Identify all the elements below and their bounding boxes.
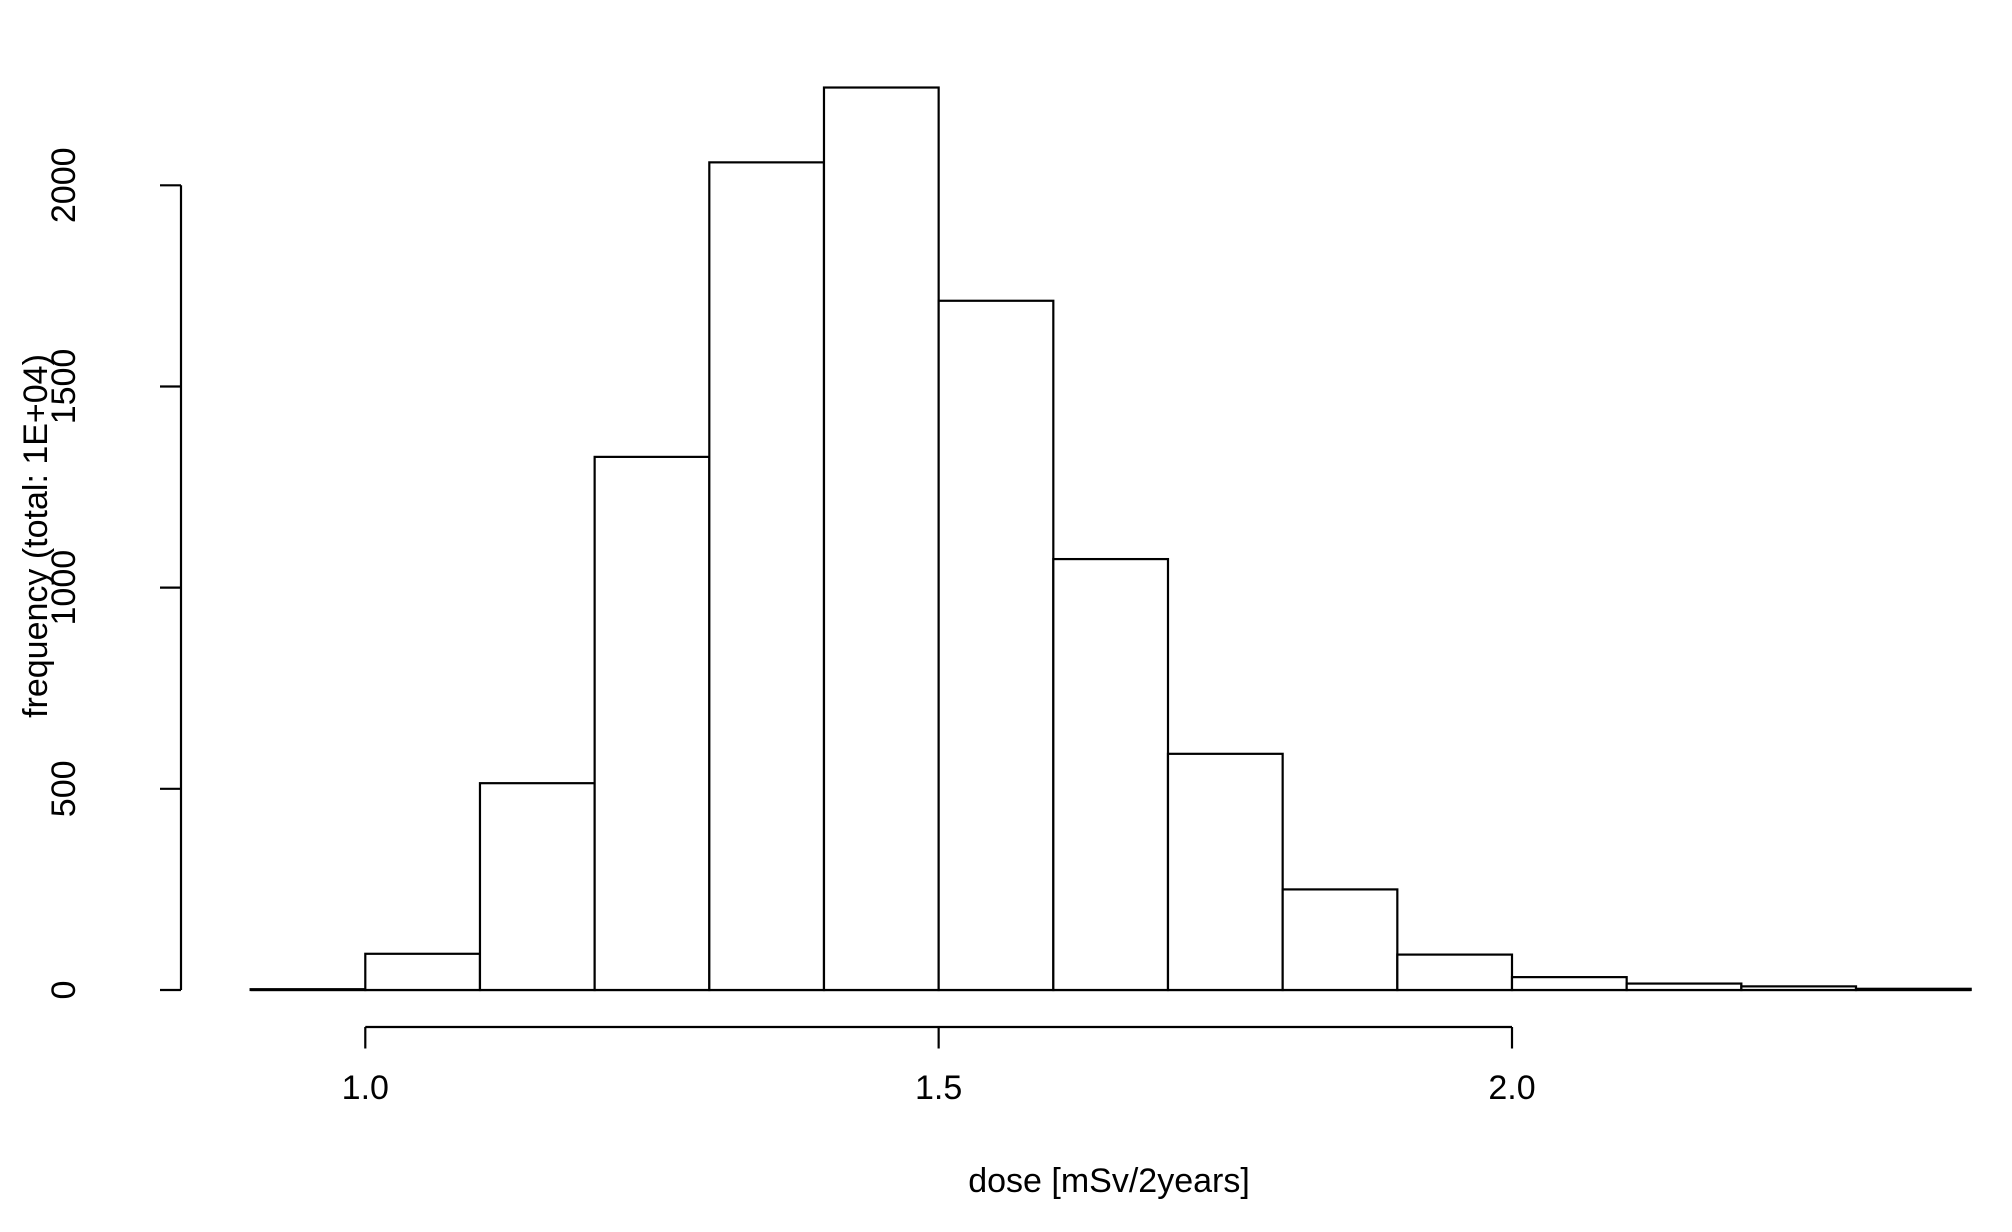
histogram-bar <box>364 952 482 992</box>
histogram-bar <box>1166 752 1284 992</box>
histogram-bar <box>478 782 596 992</box>
histogram-bar <box>1396 953 1514 992</box>
x-axis-title: dose [mSv/2years] <box>968 1162 1250 1200</box>
histogram-bar <box>1052 557 1170 992</box>
histogram-bar <box>1740 985 1858 992</box>
y-tick-label: 1500 <box>45 349 83 425</box>
y-tick-label: 2000 <box>45 147 83 223</box>
histogram-bar <box>708 161 826 992</box>
histogram-bar <box>249 988 367 992</box>
histogram-bar <box>1625 982 1743 992</box>
x-tick-label: 1.0 <box>342 1069 389 1107</box>
histogram-bar <box>1281 888 1399 992</box>
y-axis: 0 500 1000 1500 2000 <box>45 147 183 1000</box>
y-tick-label: 500 <box>45 760 83 817</box>
y-tick-label: 0 <box>45 981 83 1000</box>
x-tick-label: 1.5 <box>915 1069 962 1107</box>
histogram-bar <box>593 455 711 992</box>
histogram-bar <box>822 86 940 992</box>
x-axis: 1.0 1.5 2.0 <box>342 1025 1536 1107</box>
histogram-bar <box>937 299 1055 992</box>
histogram-bars <box>249 86 1972 992</box>
x-tick-label: 2.0 <box>1488 1069 1535 1107</box>
histogram-bar <box>1510 976 1628 992</box>
y-tick-label: 1000 <box>45 550 83 626</box>
histogram-bar <box>1854 987 1972 992</box>
y-axis-title: frequency (total: 1E+04) <box>17 354 55 718</box>
